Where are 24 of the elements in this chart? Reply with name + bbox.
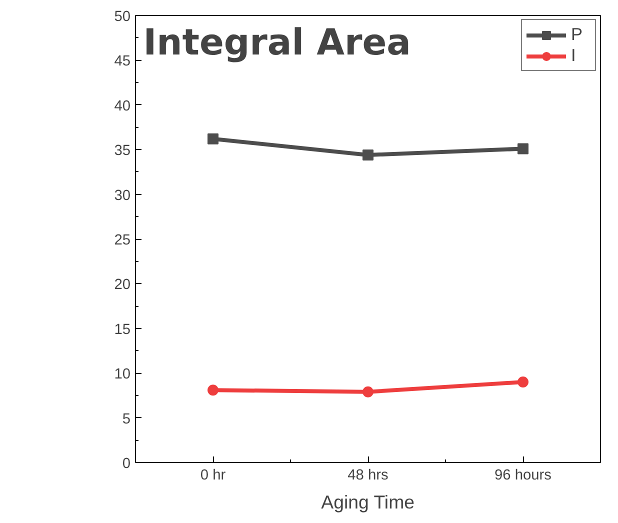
y-tick-label: 10: [114, 366, 131, 383]
x-tick-label: 48 hrs: [348, 468, 388, 484]
chart-title: Integral Area: [143, 22, 411, 64]
point: [518, 143, 528, 154]
x-tick-label: 0 hr: [200, 468, 226, 484]
legend-label: I: [571, 45, 577, 66]
x-axis-title: Aging Time: [321, 492, 414, 512]
y-tick-label: 40: [114, 98, 131, 114]
y-tick-label: 25: [114, 232, 131, 248]
y-tick-label: 45: [114, 54, 131, 70]
y-tick-label: 5: [122, 411, 131, 428]
y-tick-label: 35: [114, 143, 131, 160]
x-tick-label: 96 hours: [494, 468, 552, 484]
y-tick-label: 15: [114, 322, 131, 338]
y-tick-label: 0: [122, 456, 131, 472]
y-tick-label: 20: [114, 277, 131, 294]
y-tick-label: 30: [114, 188, 131, 204]
point: [518, 376, 528, 388]
legend-label: P: [571, 24, 584, 45]
y-tick-label: 50: [114, 9, 131, 25]
point: [362, 386, 374, 398]
point: [208, 133, 218, 144]
point: [208, 384, 218, 396]
point: [362, 149, 374, 160]
